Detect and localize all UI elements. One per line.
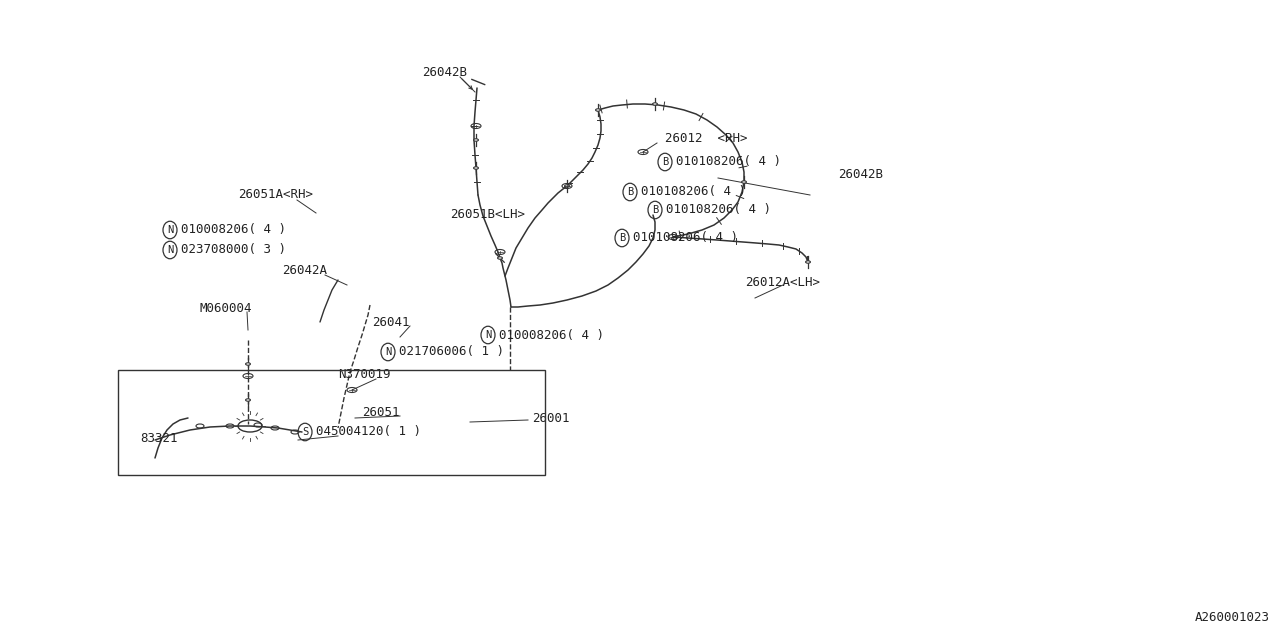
Text: B: B [662, 157, 668, 167]
Text: 023708000( 3 ): 023708000( 3 ) [180, 243, 285, 257]
Text: 010008206( 4 ): 010008206( 4 ) [499, 328, 604, 342]
Circle shape [474, 167, 479, 169]
Text: 010008206( 4 ): 010008206( 4 ) [180, 223, 285, 237]
Text: 26041: 26041 [372, 316, 410, 328]
Text: 010108206( 4 ): 010108206( 4 ) [632, 232, 737, 244]
Text: 045004120( 1 ): 045004120( 1 ) [316, 426, 421, 438]
Text: 26012A<LH>: 26012A<LH> [745, 275, 820, 289]
Text: 26042B: 26042B [838, 168, 883, 182]
Text: N: N [166, 225, 173, 235]
Circle shape [564, 185, 570, 187]
Text: M060004: M060004 [200, 301, 252, 314]
Text: A260001023: A260001023 [1194, 611, 1270, 624]
Circle shape [653, 103, 658, 105]
Text: 26042B: 26042B [422, 65, 467, 79]
Text: 26051A<RH>: 26051A<RH> [238, 189, 314, 202]
Text: 26042A: 26042A [282, 264, 326, 276]
Circle shape [595, 109, 600, 111]
Text: 010108206( 4 ): 010108206( 4 ) [676, 156, 781, 168]
Text: 26051B<LH>: 26051B<LH> [451, 209, 525, 221]
Text: B: B [618, 233, 625, 243]
Text: 83321: 83321 [140, 431, 178, 445]
Bar [118, 370, 545, 475]
Circle shape [741, 180, 746, 183]
Text: N370019: N370019 [338, 369, 390, 381]
Circle shape [805, 261, 810, 263]
Text: B: B [627, 187, 634, 197]
Text: N: N [166, 245, 173, 255]
Text: 010108206( 4 ): 010108206( 4 ) [666, 204, 771, 216]
Text: B: B [652, 205, 658, 215]
Circle shape [498, 257, 502, 259]
Text: 26012  <RH>: 26012 <RH> [666, 131, 748, 145]
Text: 26051: 26051 [362, 406, 399, 419]
Text: 26001: 26001 [532, 412, 570, 424]
Circle shape [246, 399, 251, 401]
Circle shape [474, 139, 479, 141]
Text: S: S [302, 427, 308, 437]
Text: 010108206( 4 ): 010108206( 4 ) [641, 186, 746, 198]
Circle shape [246, 363, 251, 365]
Text: N: N [385, 347, 392, 357]
Text: 021706006( 1 ): 021706006( 1 ) [399, 346, 504, 358]
Text: N: N [485, 330, 492, 340]
